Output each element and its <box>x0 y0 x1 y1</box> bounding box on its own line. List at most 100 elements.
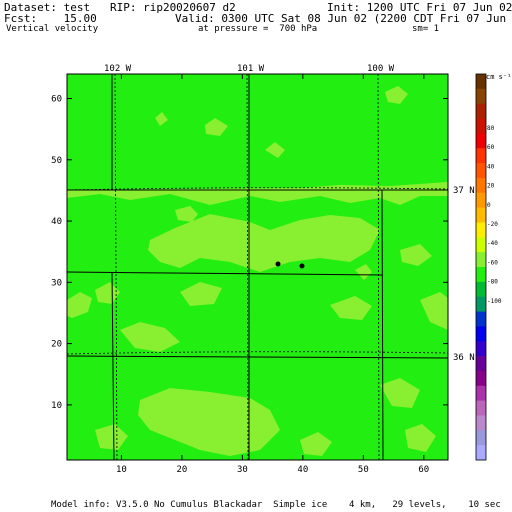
colorbar-swatch <box>476 341 486 357</box>
colorbar-swatch <box>476 192 486 209</box>
init-time-label: Init: 1200 UTC Fri 07 Jun 02 <box>327 1 512 14</box>
light-patch <box>380 378 420 408</box>
x-tick-label: 50 <box>358 465 369 475</box>
colorbar-swatch <box>476 296 486 313</box>
x-tick-label: 20 <box>176 465 187 475</box>
colorbar-label: -80 <box>487 279 498 286</box>
colorbar-label: 0 <box>487 202 491 209</box>
lat-label-36n: 36 N <box>453 353 475 363</box>
y-tick-label: 50 <box>51 156 62 166</box>
y-tick-label: 60 <box>51 95 62 105</box>
colorbar-swatch <box>476 177 486 194</box>
x-tick-label: 60 <box>418 465 429 475</box>
light-patch <box>405 424 436 452</box>
y-axis-ticks: 60 50 40 30 20 10 <box>51 95 448 411</box>
colorbar-units: cm s⁻¹ <box>486 73 511 81</box>
lon-label-101w: 101 W <box>237 64 265 74</box>
light-patch <box>400 244 432 266</box>
light-patch <box>138 388 280 456</box>
lon-label-102w: 102 W <box>104 64 132 74</box>
y-tick-label: 10 <box>51 401 62 411</box>
lat-lon-grid <box>67 74 448 460</box>
colorbar-swatch <box>476 148 486 164</box>
colorbar-label: -60 <box>487 259 498 266</box>
forecast-hour-label: Fcst: 15.00 <box>4 12 97 25</box>
station-marker <box>299 263 305 269</box>
light-patch <box>420 292 448 330</box>
colorbar-label: 40 <box>487 163 495 170</box>
light-patch <box>120 322 180 352</box>
boundary <box>111 271 115 460</box>
colorbar-label: 20 <box>487 183 495 190</box>
station-marker <box>275 261 281 267</box>
colorbar-swatch <box>476 326 486 342</box>
colorbar-swatch <box>476 267 486 283</box>
valid-time-label: Valid: 0300 UTC Sat 08 Jun 02 (2200 CDT … <box>175 12 512 25</box>
colorbar-swatch <box>476 252 486 268</box>
colorbar-swatch <box>476 356 486 372</box>
colorbar-label: 80 <box>487 125 495 132</box>
x-tick-label: 30 <box>237 465 248 475</box>
y-tick-label: 20 <box>51 340 62 350</box>
colorbar-swatch <box>476 237 486 253</box>
boundary <box>67 271 383 276</box>
boundary <box>67 355 448 359</box>
colorbar-labels: 80 60 40 20 0 -20 -40 -60 -80 -100 <box>487 125 502 305</box>
model-info-footer: Model info: V3.5.0 No Cumulus Blackadar … <box>51 500 501 510</box>
colorbar-swatch <box>476 385 486 402</box>
light-patch <box>300 432 332 456</box>
colorbar-swatch <box>476 370 486 387</box>
colorbar-swatch <box>476 74 486 90</box>
colorbar-swatch <box>476 311 486 327</box>
colorbar-swatch <box>476 445 486 461</box>
colorbar-swatch <box>476 430 486 446</box>
x-tick-label: 10 <box>116 465 127 475</box>
colorbar-swatch <box>476 281 486 298</box>
dataset-label: Dataset: test RIP: rip20020607 d2 <box>4 1 236 14</box>
colorbar-swatch <box>476 415 486 431</box>
light-patch <box>175 206 198 222</box>
colorbar-swatch <box>476 207 486 223</box>
meridian-101w <box>246 74 249 460</box>
light-patch <box>385 86 408 104</box>
colorbar <box>475 73 487 461</box>
y-tick-label: 30 <box>51 278 62 288</box>
lat-label-37n: 37 N <box>453 186 475 196</box>
colorbar-swatch <box>476 222 486 238</box>
colorbar-label: -40 <box>487 240 498 247</box>
lon-label-100w: 100 W <box>367 64 395 74</box>
light-patch <box>205 118 228 136</box>
colorbar-swatch <box>476 133 486 149</box>
colorbar-swatch <box>476 163 486 179</box>
pressure-level-label: at pressure = 700 hPa <box>198 24 318 34</box>
light-patch <box>180 282 222 306</box>
plot-frame <box>66 73 449 461</box>
colorbar-label: -20 <box>487 221 498 228</box>
smoothing-label: sm= 1 <box>412 24 440 34</box>
light-green-contour-patches <box>67 86 448 456</box>
meridian-100w <box>377 74 380 460</box>
colorbar-label: 60 <box>487 144 495 151</box>
light-patch <box>155 112 168 126</box>
light-patch <box>95 424 128 450</box>
x-tick-label: 40 <box>297 465 308 475</box>
light-patch <box>355 264 372 280</box>
colorbar-swatch <box>476 103 486 120</box>
colorbar-swatch <box>476 400 486 416</box>
y-tick-label: 40 <box>51 217 62 227</box>
field-name-label: Vertical velocity <box>6 24 99 34</box>
light-patch <box>67 292 92 318</box>
light-patch <box>148 214 380 272</box>
boundary <box>381 189 384 460</box>
light-patch <box>265 142 285 158</box>
colorbar-frame <box>475 73 487 461</box>
light-patch <box>330 296 372 320</box>
vertical-velocity-field <box>67 74 448 460</box>
light-patch <box>95 282 120 304</box>
meridian-102w <box>114 74 118 460</box>
colorbar-swatch <box>476 88 486 105</box>
state-boundaries <box>67 74 448 460</box>
x-axis-ticks: 10 20 30 40 50 60 <box>116 74 429 475</box>
colorbar-swatch <box>476 118 486 134</box>
